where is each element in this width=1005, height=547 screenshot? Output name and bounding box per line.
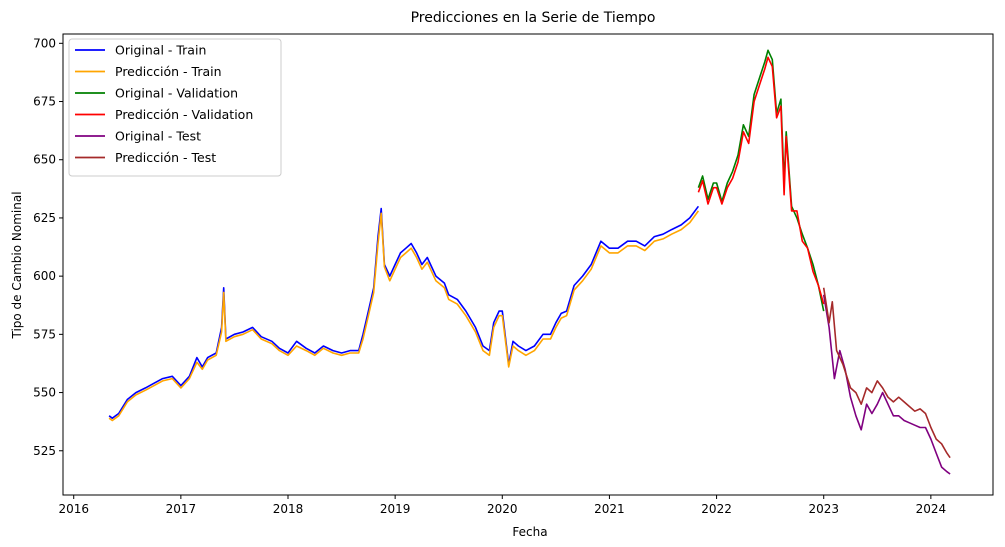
y-tick-label: 550 <box>33 386 56 400</box>
y-tick-label: 575 <box>33 327 56 341</box>
legend: Original - Train Predicción - Train Origin… <box>68 38 282 177</box>
series-line-2 <box>697 49 825 312</box>
x-tick-label: 2024 <box>916 502 947 516</box>
series-line-1 <box>108 210 700 422</box>
y-tick-label: 675 <box>33 95 56 109</box>
x-tick-label: 2019 <box>380 502 411 516</box>
x-tick-label: 2023 <box>808 502 839 516</box>
x-tick-label: 2022 <box>701 502 732 516</box>
series-line-5 <box>822 287 951 459</box>
legend-entry-1: Predicción - Train <box>115 64 222 79</box>
x-tick-label: 2017 <box>166 502 197 516</box>
x-tick-label: 2020 <box>487 502 518 516</box>
y-axis-label: Tipo de Cambio Nominal <box>10 191 24 339</box>
y-tick-label: 650 <box>33 153 56 167</box>
y-tick-label: 600 <box>33 269 56 283</box>
x-axis-label: Fecha <box>512 525 547 539</box>
series-line-4 <box>822 294 951 475</box>
plot-frame <box>62 33 994 496</box>
legend-entry-4: Original - Test <box>115 129 201 144</box>
x-tick-label: 2018 <box>273 502 304 516</box>
legend-entry-5: Predicción - Test <box>115 150 216 165</box>
y-tick-label: 525 <box>33 444 56 458</box>
y-tick-label: 625 <box>33 211 56 225</box>
series-line-0 <box>108 205 700 419</box>
legend-entry-2: Original - Validation <box>115 86 238 101</box>
chart-title: Predicciones en la Serie de Tiempo <box>411 10 656 26</box>
legend-box <box>68 38 282 177</box>
plot-area <box>108 49 951 475</box>
x-tick-label: 2016 <box>58 502 89 516</box>
legend-entry-0: Original - Train <box>115 43 206 58</box>
x-tick-label: 2021 <box>594 502 625 516</box>
x-axis: 2016 2017 2018 2019 2020 2021 2022 2023 2024 <box>58 495 946 516</box>
y-axis: 525 550 575 600 625 650 675 700 <box>33 36 63 458</box>
legend-entry-3: Predicción - Validation <box>115 107 253 122</box>
y-tick-label: 700 <box>33 36 56 50</box>
series-line-3 <box>697 56 825 305</box>
